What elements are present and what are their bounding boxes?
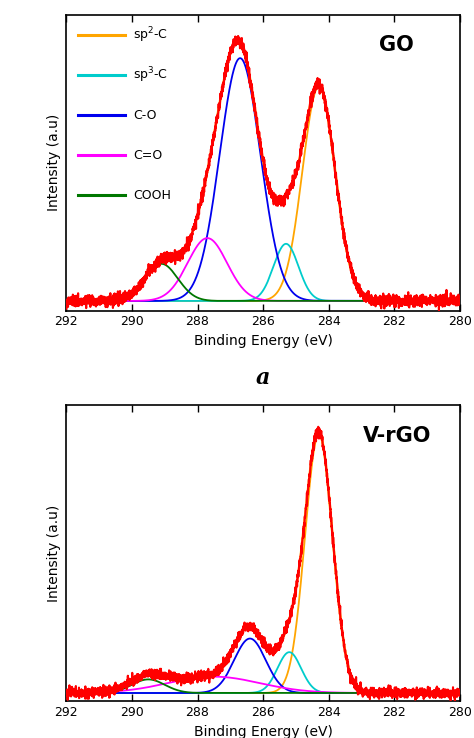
- X-axis label: Binding Energy (eV): Binding Energy (eV): [194, 334, 332, 348]
- Text: GO: GO: [380, 35, 414, 55]
- Text: C=O: C=O: [133, 149, 163, 162]
- Text: C-O: C-O: [133, 108, 157, 122]
- Text: V-rGO: V-rGO: [363, 426, 431, 446]
- Text: sp$^2$-C: sp$^2$-C: [133, 26, 168, 45]
- Y-axis label: Intensity (a.u): Intensity (a.u): [47, 505, 61, 601]
- Text: sp$^3$-C: sp$^3$-C: [133, 66, 168, 85]
- Text: a: a: [256, 367, 270, 389]
- X-axis label: Binding Energy (eV): Binding Energy (eV): [194, 725, 332, 738]
- Text: COOH: COOH: [133, 189, 171, 201]
- Y-axis label: Intensity (a.u): Intensity (a.u): [47, 114, 61, 211]
